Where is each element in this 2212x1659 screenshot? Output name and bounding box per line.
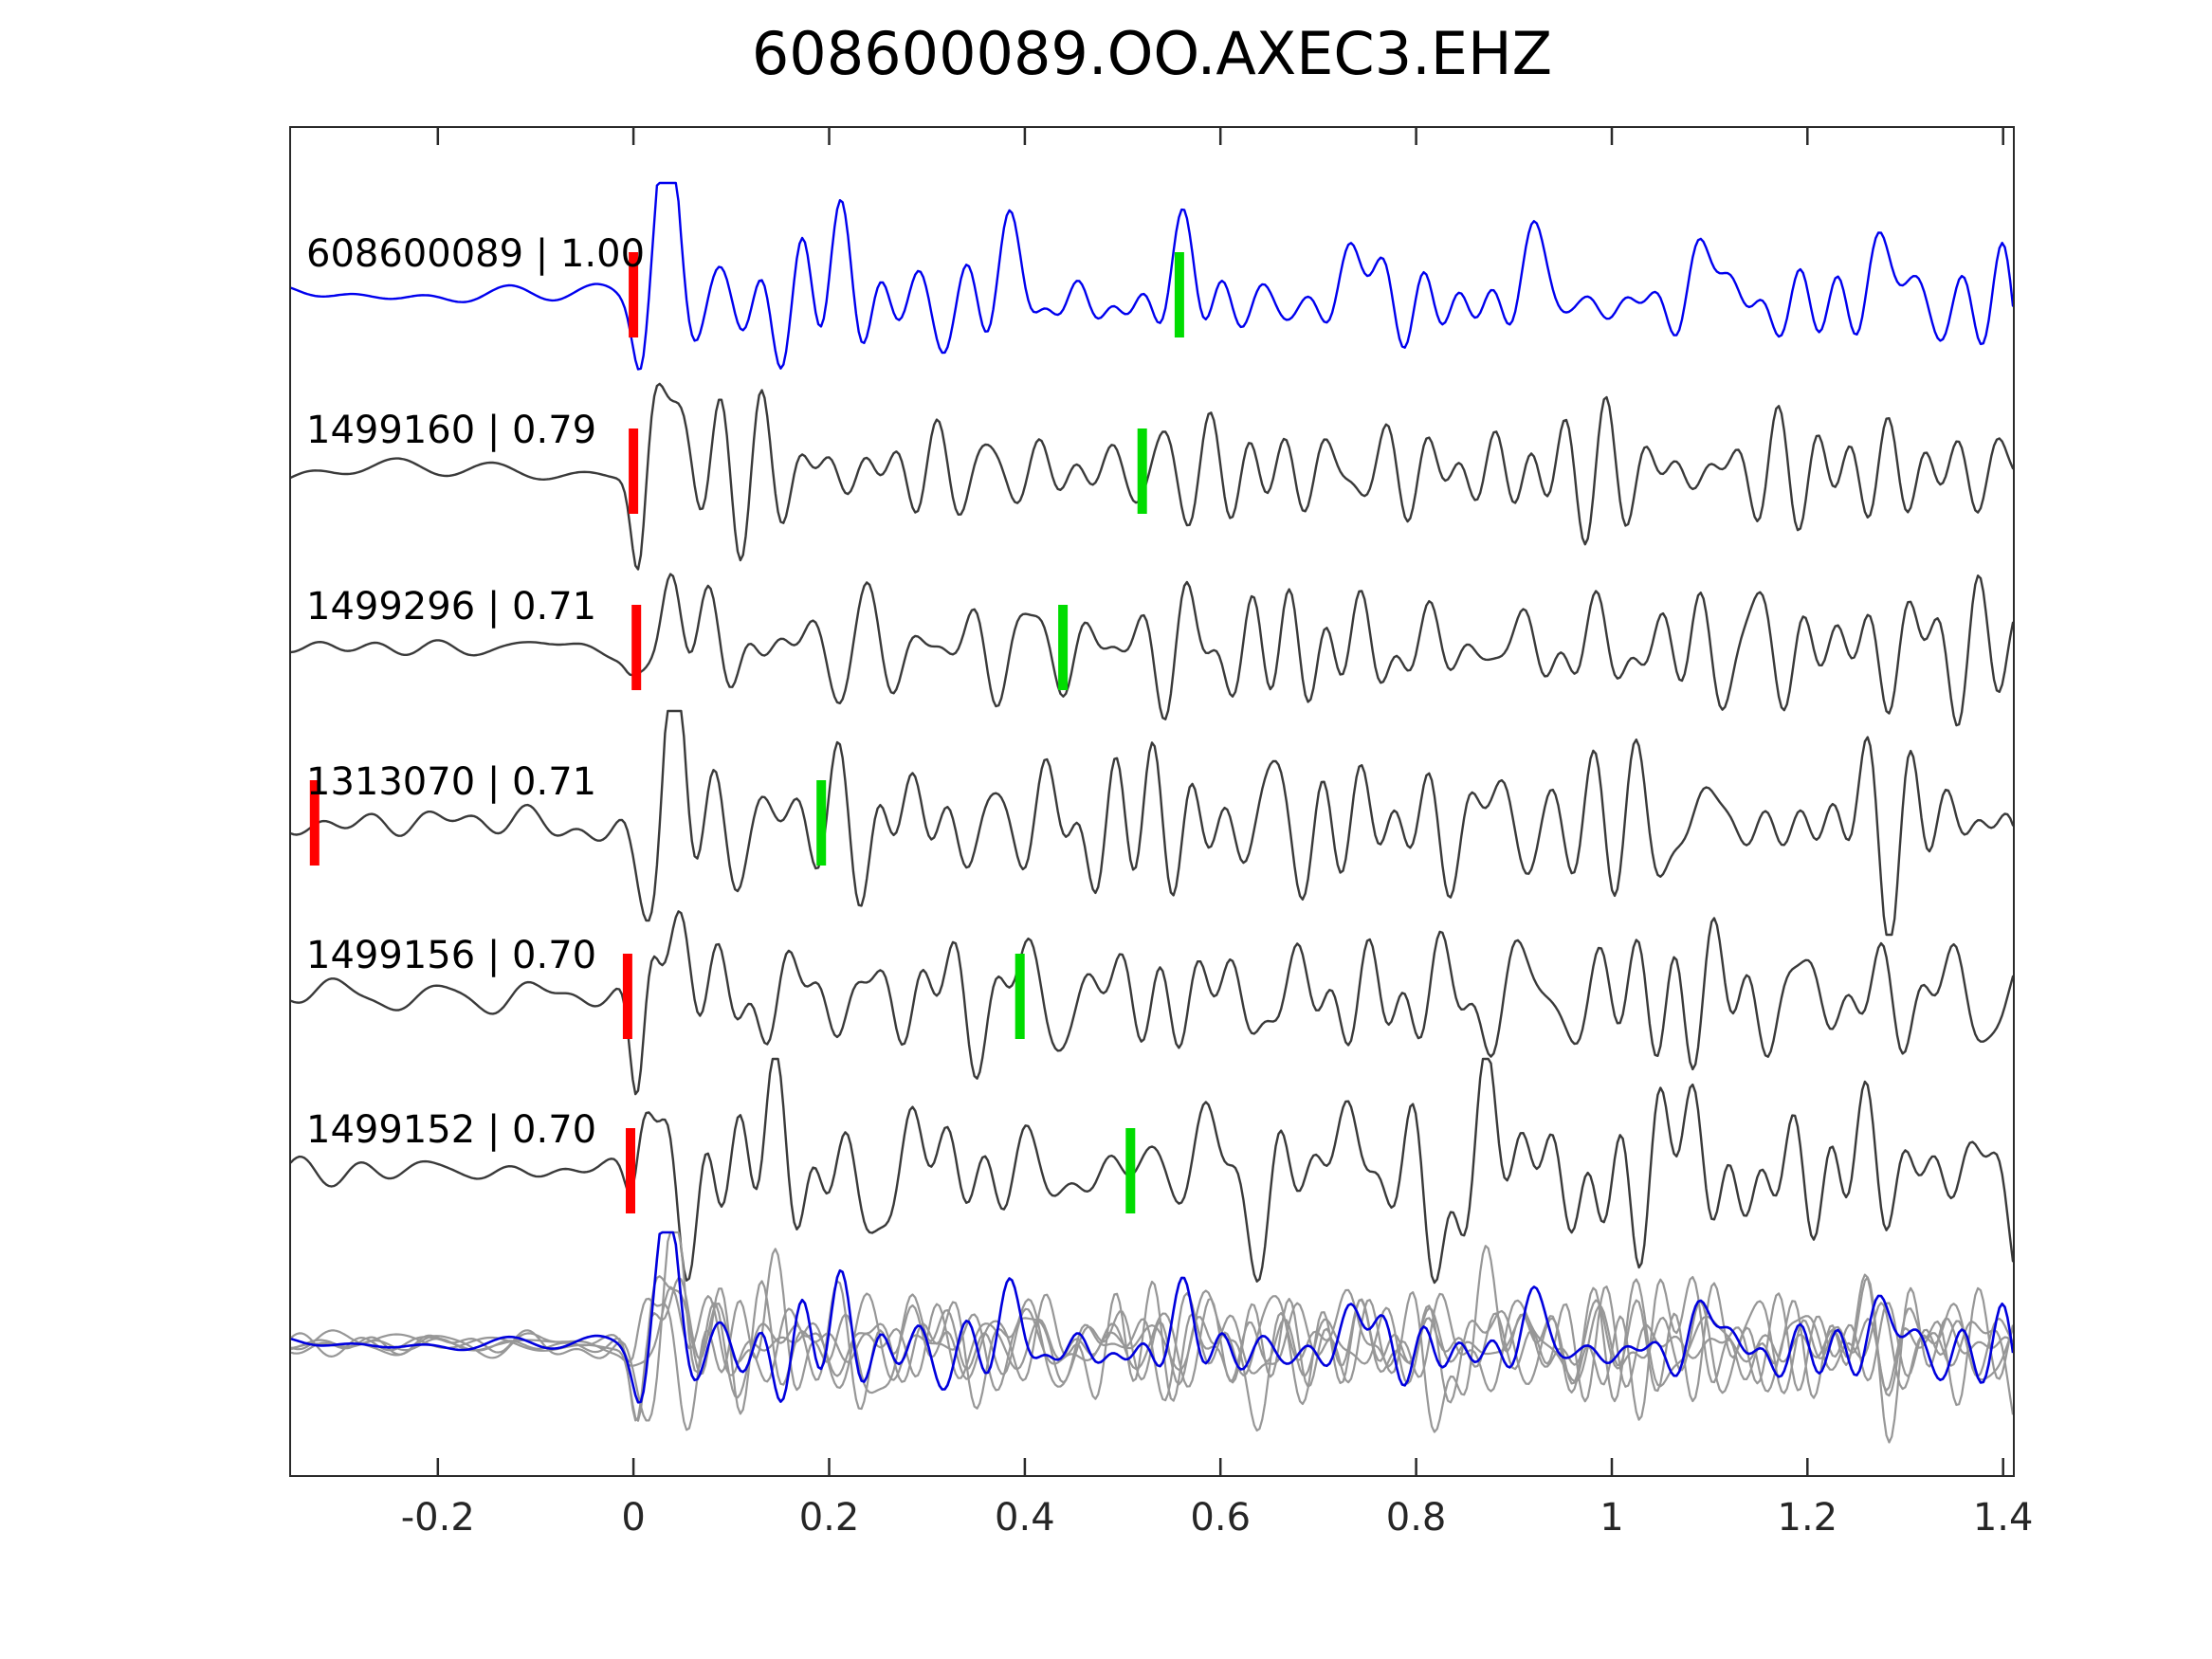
green-pick-marker-1499296	[1058, 605, 1069, 690]
green-pick-marker-1499156	[1015, 954, 1025, 1039]
red-pick-marker-1499156	[622, 954, 632, 1039]
x-tick-label-4: 0.6	[1190, 1496, 1252, 1540]
x-tick-label-5: 0.8	[1385, 1496, 1447, 1540]
green-pick-marker-1499160	[1137, 428, 1147, 514]
overlay-line-608600089	[291, 1231, 2013, 1404]
trace-label-608600089: 608600089 | 1.00	[306, 232, 646, 276]
figure-title: 608600089.OO.AXEC3.EHZ	[751, 19, 1553, 88]
red-pick-marker-1499152	[626, 1128, 635, 1213]
trace-line-1499160	[291, 382, 2013, 571]
trace-line-608600089	[291, 181, 2013, 371]
x-tick-label-2: 0.2	[798, 1496, 860, 1540]
red-pick-marker-1499160	[629, 428, 639, 514]
red-pick-marker-1499296	[631, 605, 642, 690]
red-pick-marker-1313070	[309, 780, 320, 866]
x-tick-label-1: 0	[621, 1496, 646, 1540]
x-tick-label-6: 1	[1600, 1496, 1624, 1540]
plot-area: 608600089 | 1.00 1499160 | 0.79 1499296 …	[289, 126, 2015, 1477]
trace-line-1313070	[291, 709, 2013, 937]
trace-line-1499296	[291, 573, 2013, 727]
x-tick-label-7: 1.2	[1777, 1496, 1838, 1540]
red-pick-marker-608600089	[629, 252, 639, 337]
trace-label-1499152: 1499152 | 0.70	[306, 1108, 597, 1152]
green-pick-marker-1313070	[816, 780, 827, 866]
trace-label-1313070: 1313070 | 0.71	[306, 760, 597, 804]
green-pick-marker-1499152	[1125, 1128, 1136, 1213]
green-pick-marker-608600089	[1174, 252, 1184, 337]
x-tick-label-8: 1.4	[1972, 1496, 2034, 1540]
x-tick-label-0: -0.2	[400, 1496, 475, 1540]
trace-label-1499160: 1499160 | 0.79	[306, 409, 597, 452]
overlay-line-1499152	[291, 1245, 2013, 1433]
trace-label-1499156: 1499156 | 0.70	[306, 934, 597, 977]
waveform-canvas	[291, 128, 2013, 1475]
trace-label-1499296: 1499296 | 0.71	[306, 585, 597, 629]
trace-line-1499152	[291, 1057, 2013, 1285]
x-tick-label-3: 0.4	[995, 1496, 1055, 1540]
trace-line-1499156	[291, 910, 2013, 1096]
